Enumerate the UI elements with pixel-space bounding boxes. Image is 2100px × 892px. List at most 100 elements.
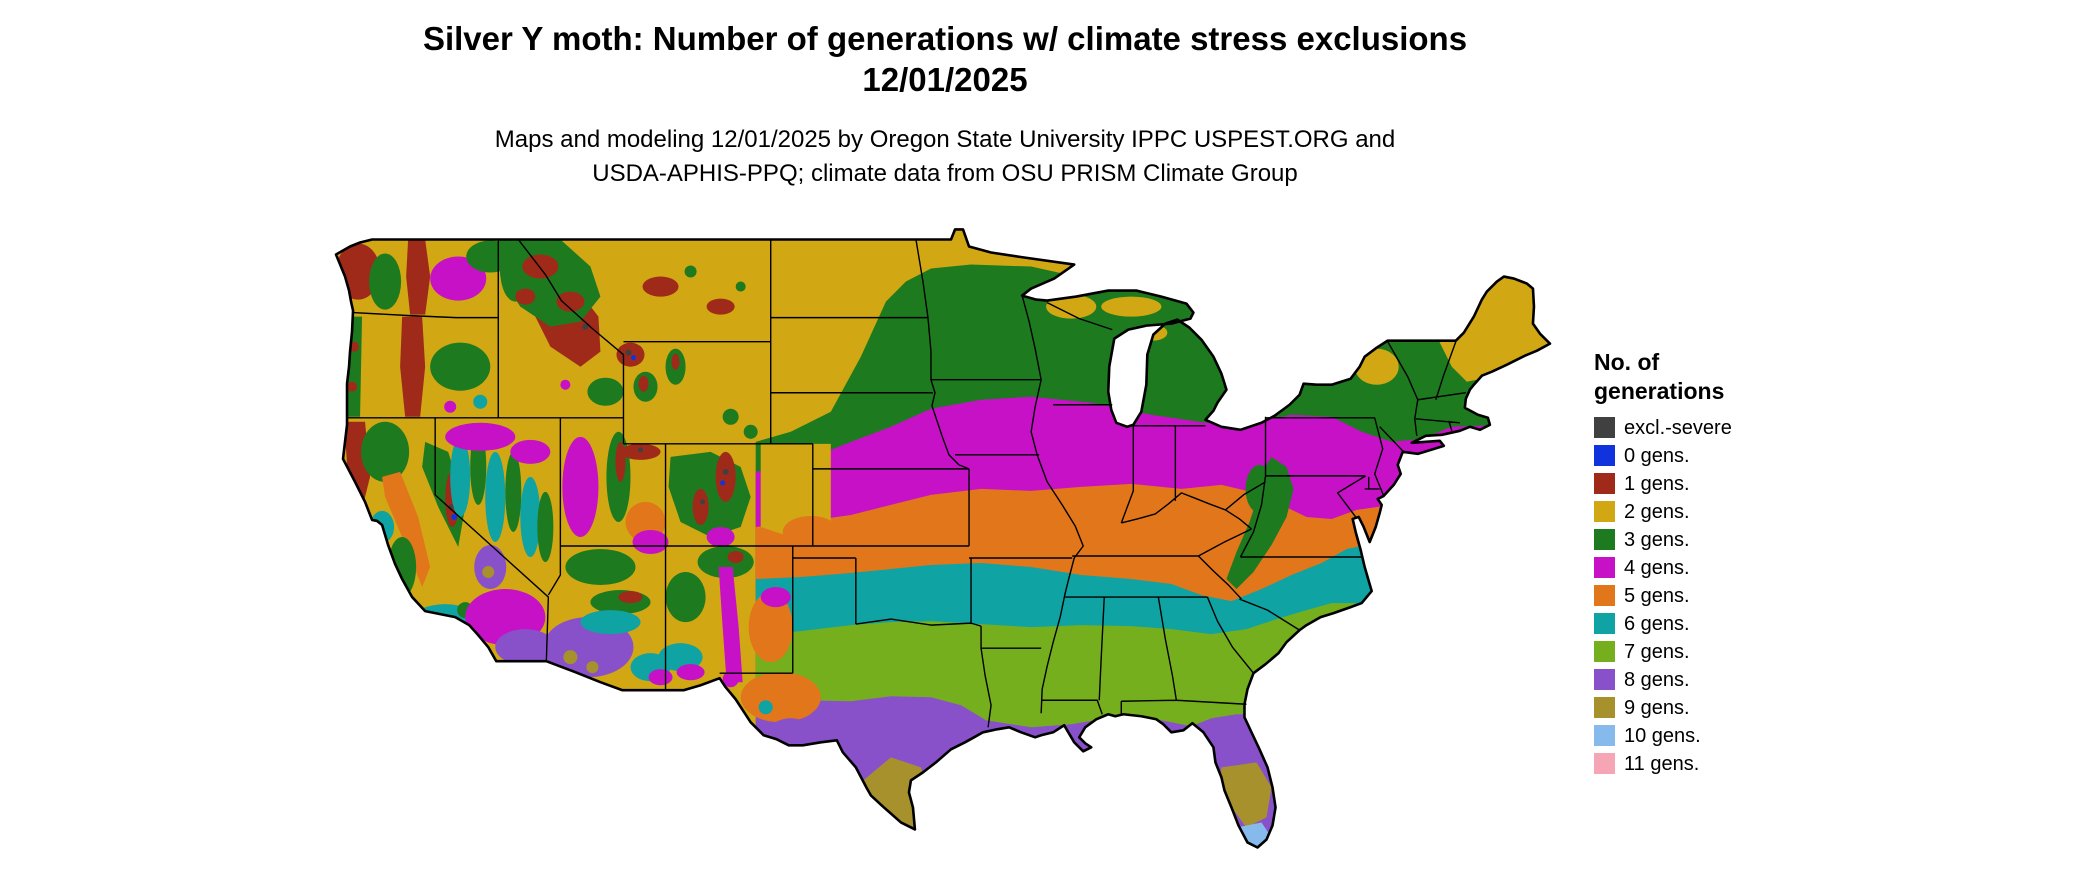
state-boundaries: [347, 239, 1466, 728]
patch-wmt-1-gen-c: [515, 288, 536, 305]
patch-sanluis-4-gens: [706, 526, 735, 547]
legend-swatch: [1594, 753, 1615, 774]
patch-swnm-4-gens: [676, 664, 705, 681]
legend-swatch: [1594, 501, 1615, 522]
legend-title: No. of generations: [1594, 349, 1725, 404]
patch-cascades-or-1-gen: [400, 316, 426, 417]
map-title: Silver Y moth: Number of generations w/ …: [422, 20, 1468, 57]
patch-keys-10-gens: [1226, 869, 1260, 876]
patch-wmt-1-gen-a: [522, 254, 559, 279]
legend-item: 0 gens.: [1594, 444, 1732, 468]
patch-central-valley-5-gens: [382, 471, 431, 588]
patch-nv-6-gens-c: [520, 476, 541, 558]
legend-label: 0 gens.: [1624, 444, 1690, 467]
patch-nv-3-gens-b: [505, 451, 522, 532]
patch-nnv-4-gens: [445, 422, 516, 451]
patch-corockies-0-gens: [720, 480, 726, 486]
header: Silver Y moth: Number of generations w/ …: [0, 18, 1890, 192]
patch-puget-3-gens: [369, 253, 402, 310]
legend-swatch: [1594, 557, 1615, 578]
legend-item: 2 gens.: [1594, 500, 1732, 524]
legend-item: 3 gens.: [1594, 528, 1732, 552]
patch-swnm-6-gens: [658, 643, 703, 672]
legend-items: excl.-severe 0 gens. 1 gens. 2 gens. 3 g…: [1594, 416, 1732, 776]
legend-swatch: [1594, 697, 1615, 718]
patch-sewy-3-gens-b: [743, 424, 758, 439]
legend-swatch: [1594, 417, 1615, 438]
patch-seut-4-gens: [632, 529, 669, 555]
patch-cid-excl-b: [582, 323, 589, 330]
legend-item: 10 gens.: [1594, 724, 1732, 748]
us-generations-map: [330, 226, 1562, 878]
patch-naz-3-gens: [565, 548, 636, 586]
patch-windriver-1-gen: [638, 375, 649, 392]
attribution-line-1: Maps and modeling 12/01/2025 by Oregon S…: [494, 125, 1396, 153]
patch-enm-5-gens: [748, 592, 793, 663]
legend-label: 11 gens.: [1624, 752, 1700, 775]
patch-nnv2-4-gens: [510, 439, 551, 464]
legend-label: 8 gens.: [1624, 668, 1690, 691]
patch-elpaso-4-gens: [722, 671, 739, 688]
patch-seor-6-gens: [473, 394, 488, 409]
legend-label: 9 gens.: [1624, 696, 1690, 719]
patch-seaz-4-gens: [648, 669, 673, 686]
legend-label: excl.-severe: [1624, 416, 1732, 439]
patch-corockies-1-gen-a: [715, 451, 736, 502]
patch-appalachians-3-gens: [1226, 456, 1294, 590]
legend-swatch: [1594, 725, 1615, 746]
patch-wmt-1-gen-b: [556, 291, 585, 312]
patch-eor-3-gens: [430, 342, 491, 391]
patch-mogollon-3-gens: [590, 590, 651, 615]
patch-nv-6-gens-b: [485, 451, 506, 542]
patch-nv-3-gens-c: [537, 491, 554, 563]
legend-swatch: [1594, 585, 1615, 606]
legend-swatch: [1594, 445, 1615, 466]
legend-label: 2 gens.: [1624, 500, 1690, 523]
patch-wut-4-gens: [562, 436, 599, 537]
patch-keys-11-gens: [1213, 863, 1271, 878]
patch-seco-5-gens: [782, 515, 839, 548]
patch-adirondacks-2-gens: [1354, 348, 1399, 385]
legend-label: 10 gens.: [1624, 724, 1701, 747]
patch-corockies-excl-a: [722, 468, 729, 475]
patch-bigbend-8-gens: [768, 718, 813, 747]
patch-emt-3-gens-b: [735, 281, 746, 292]
patch-bighorn-1-gen: [671, 353, 680, 370]
legend-label: 4 gens.: [1624, 556, 1690, 579]
patch-wnm-3-gens: [665, 572, 706, 623]
patch-emt-3-gens-a: [684, 265, 697, 278]
legend-label: 5 gens.: [1624, 584, 1690, 607]
patch-nwisconsin-2-gens: [1046, 294, 1097, 319]
patch-az-9-gens-a: [563, 650, 578, 665]
patch-cascades-wa-1-gen: [406, 239, 431, 315]
patch-enm-4-gens: [760, 587, 791, 608]
patch-mogollon-1-gen: [618, 591, 643, 604]
legend-item: 5 gens.: [1594, 584, 1732, 608]
patch-nv-6-gens-a: [450, 436, 471, 517]
legend-item: 1 gens.: [1594, 472, 1732, 496]
legend-item: 8 gens.: [1594, 668, 1732, 692]
patch-nca-3-gens: [361, 421, 410, 482]
patch-lowdesert-8-gens: [495, 629, 556, 666]
patch-az-6-gens: [580, 610, 641, 635]
legend-swatch: [1594, 613, 1615, 634]
patch-sierra-0-gens: [451, 513, 458, 520]
raster-fill-layers: [336, 229, 1550, 878]
legend-swatch: [1594, 669, 1615, 690]
legend-label: 1 gens.: [1624, 472, 1690, 495]
patch-seor-4-gens: [444, 400, 457, 413]
patch-yellowstone-excl: [625, 349, 632, 356]
us-map-svg: [334, 228, 1552, 878]
legend-label: 7 gens.: [1624, 640, 1690, 663]
patch-uinta-excl: [638, 447, 644, 453]
patch-emt-1-gen: [642, 276, 679, 297]
patch-yellowstone-0-gens: [630, 355, 636, 361]
patch-up-2-gens: [1101, 296, 1162, 317]
map-attribution: Maps and modeling 12/01/2025 by Oregon S…: [0, 123, 1890, 193]
legend-item: excl.-severe: [1594, 416, 1732, 440]
patch-az-9-gens-b: [586, 661, 599, 674]
patch-corockies-excl-b: [700, 499, 706, 505]
patch-riogrande-4-gens: [718, 567, 743, 683]
patch-ccoast-3-gens: [388, 536, 417, 598]
